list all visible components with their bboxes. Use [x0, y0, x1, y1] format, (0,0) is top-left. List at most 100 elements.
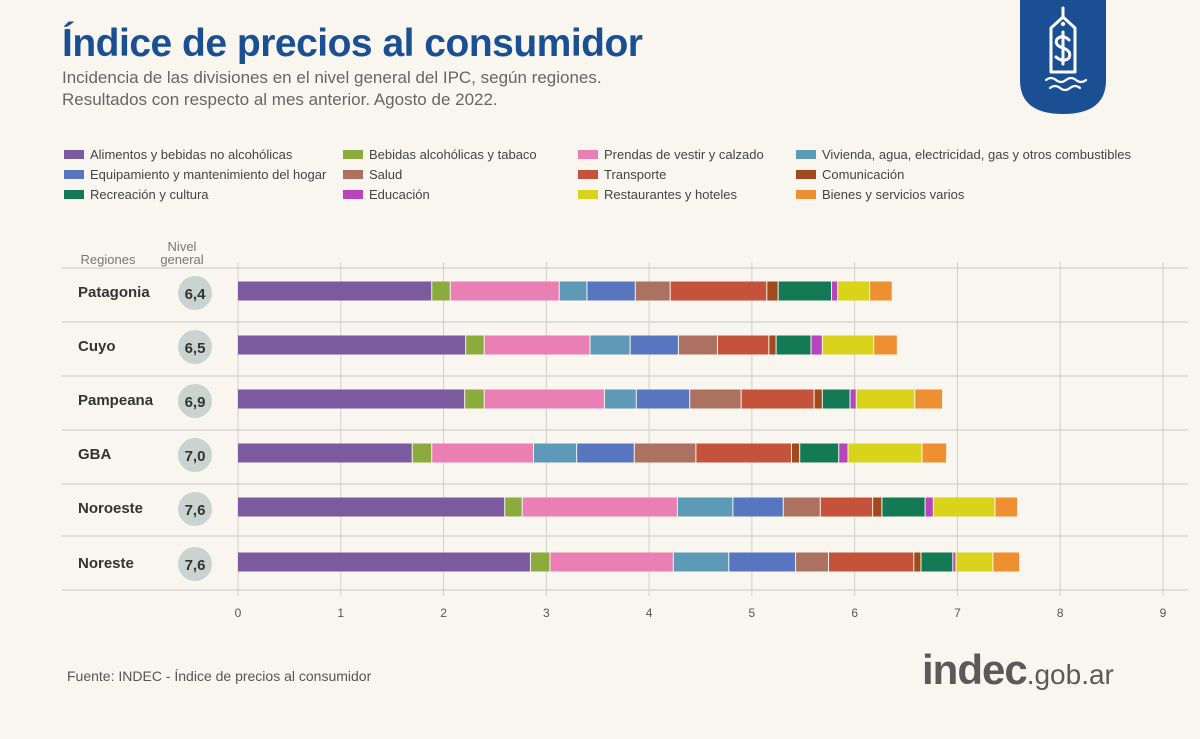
bar-segment: [530, 552, 550, 572]
bar-segment: [604, 389, 636, 409]
bar-segment: [522, 497, 677, 517]
bar-segment: [238, 335, 466, 355]
bar-segment: [822, 389, 850, 409]
bar-segment: [678, 335, 717, 355]
bar-segment: [874, 335, 897, 355]
legend-label: Bienes y servicios varios: [822, 186, 965, 202]
bar-segment: [778, 281, 832, 301]
legend-item: Bienes y servicios varios: [796, 186, 964, 202]
bar-segment: [550, 552, 673, 572]
legend-swatch: [796, 169, 816, 179]
bar-segment: [848, 443, 922, 463]
legend-label: Prendas de vestir y calzado: [604, 146, 764, 162]
legend-swatch: [578, 149, 598, 159]
bar-segment: [696, 443, 791, 463]
legend-label: Alimentos y bebidas no alcohólicas: [90, 146, 293, 162]
bar-segment: [832, 281, 838, 301]
bar-segment: [534, 443, 577, 463]
legend-item: Restaurantes y hoteles: [578, 186, 737, 202]
x-tick-label: 8: [1057, 606, 1064, 620]
legend-swatch: [343, 189, 363, 199]
legend-label: Educación: [369, 186, 430, 202]
bar-segment: [505, 497, 522, 517]
source-note: Fuente: INDEC - Índice de precios al con…: [67, 668, 372, 684]
x-tick-label: 1: [337, 606, 344, 620]
bar-segment: [412, 443, 432, 463]
legend-item: Comunicación: [796, 166, 904, 182]
bar-segment: [238, 497, 505, 517]
x-tick-label: 9: [1160, 606, 1167, 620]
level-column-header-line-2: general: [160, 252, 204, 267]
subtitle-line-2: Resultados con respecto al mes anterior.…: [62, 90, 498, 109]
bar-segment: [822, 335, 874, 355]
bar-segment: [450, 281, 559, 301]
level-badge: [178, 547, 212, 581]
price-tag-dollar-icon: [1020, 0, 1106, 114]
legend-label: Bebidas alcohólicas y tabaco: [369, 146, 537, 162]
legend-label: Restaurantes y hoteles: [604, 186, 737, 202]
legend-item: Bebidas alcohólicas y tabaco: [343, 146, 537, 162]
bar-segment: [238, 552, 530, 572]
bar-segment: [956, 552, 993, 572]
brand-domain: .gob.ar: [1026, 659, 1114, 690]
level-value: 7,0: [185, 448, 206, 465]
legend-item: Alimentos y bebidas no alcohólicas: [64, 146, 292, 162]
legend-swatch: [796, 189, 816, 199]
bar-segment: [634, 443, 696, 463]
legend-item: Educación: [343, 186, 430, 202]
x-tick-label: 4: [646, 606, 653, 620]
x-tick-label: 6: [851, 606, 858, 620]
legend-item: Vivienda, agua, electricidad, gas y otro…: [796, 146, 1131, 162]
bar-segment: [630, 335, 678, 355]
bar-segment: [814, 389, 822, 409]
bar-segment: [915, 389, 943, 409]
bar-segment: [791, 443, 800, 463]
bar-segment: [921, 552, 953, 572]
bar-segment: [733, 497, 783, 517]
bar-segment: [741, 389, 814, 409]
level-value: 6,4: [185, 286, 207, 303]
legend-label: Comunicación: [822, 166, 905, 182]
legend-item: Transporte: [578, 166, 666, 182]
x-tick-label: 5: [749, 606, 756, 620]
region-label: Patagonia: [78, 284, 150, 301]
x-tick-label: 0: [235, 606, 242, 620]
bar-segment: [800, 443, 839, 463]
bar-segment: [238, 281, 432, 301]
x-tick-label: 7: [954, 606, 961, 620]
bar-segment: [559, 281, 587, 301]
bar-segment: [828, 552, 914, 572]
region-label: Cuyo: [78, 338, 116, 355]
level-value: 7,6: [185, 557, 206, 574]
bar-segment: [838, 281, 870, 301]
bar-segment: [432, 281, 450, 301]
bar-segment: [677, 497, 733, 517]
level-badge: [178, 438, 212, 472]
legend-label: Vivienda, agua, electricidad, gas y otro…: [822, 146, 1132, 162]
level-value: 7,6: [185, 502, 206, 519]
bar-segment: [914, 552, 921, 572]
bar-segment: [870, 281, 892, 301]
level-badge: [178, 276, 212, 310]
bar-segment: [767, 281, 778, 301]
x-tick-label: 3: [543, 606, 550, 620]
legend-label: Recreación y cultura: [90, 186, 209, 202]
legend-swatch: [343, 149, 363, 159]
bar-segment: [673, 552, 729, 572]
bar-segment: [238, 389, 465, 409]
brand-name: indec: [922, 646, 1028, 693]
bar-segment: [850, 389, 856, 409]
region-label: GBA: [78, 446, 112, 463]
region-label: Noroeste: [78, 500, 143, 517]
legend-label: Salud: [369, 166, 403, 182]
legend-item: Prendas de vestir y calzado: [578, 146, 764, 162]
bar-segment: [590, 335, 630, 355]
level-badge: [178, 492, 212, 526]
bar-segment: [636, 389, 690, 409]
bar-segment: [925, 497, 933, 517]
bar-segment: [820, 497, 873, 517]
bar-segment: [922, 443, 947, 463]
region-label: Pampeana: [78, 392, 154, 409]
bar-segment: [577, 443, 634, 463]
